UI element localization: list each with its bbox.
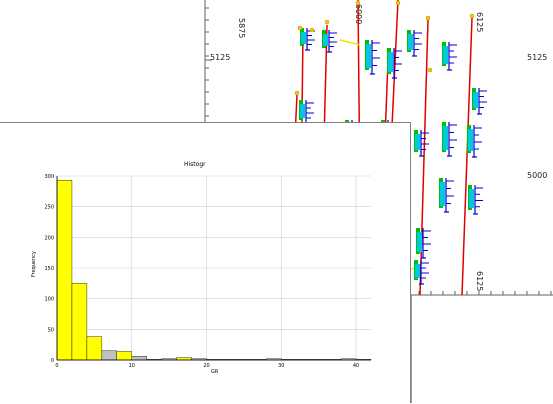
y-tick-label: 100: [44, 297, 54, 303]
y-tick-label: 0: [51, 358, 54, 364]
x-tick-label: 40: [353, 363, 359, 369]
x-tick-label: 30: [278, 363, 284, 369]
histogram-bar: [116, 351, 132, 361]
histogram-bar: [56, 180, 73, 361]
log-track-0: [300, 28, 315, 51]
well-head-marker-1: [324, 19, 330, 25]
histogram-title: Histogr: [184, 161, 206, 168]
log-track-2: [365, 40, 380, 75]
connector-line-2: [339, 39, 361, 46]
well-head-marker-4: [425, 15, 431, 21]
x-label-top-3: 6125: [475, 12, 484, 32]
histogram-bar: [86, 336, 103, 361]
histogram-bars: [56, 180, 372, 361]
histogram-bar: [71, 283, 88, 361]
x-label-top-1: 5875: [237, 18, 246, 38]
histogram-grid: [56, 175, 371, 361]
histogram-bar: [131, 356, 147, 361]
histogram-chart: Histogr Frequency GR 0501001502002503000…: [31, 161, 372, 375]
y-tick-label: 50: [48, 327, 54, 333]
x-tick-label: 0: [55, 363, 58, 369]
log-track-1: [322, 30, 337, 53]
x-label-bottom-3: 6125: [475, 271, 484, 291]
log-track-18: [416, 228, 431, 259]
y-tick-label: 200: [44, 235, 54, 241]
log-track-12: [442, 122, 457, 157]
y-tick-label: 150: [44, 266, 54, 272]
log-track-19: [439, 178, 454, 213]
histogram-ylabel: Frequency: [31, 251, 37, 277]
log-track-5: [442, 42, 457, 71]
well-head-marker-2: [355, 0, 361, 6]
histogram-axes: 0 50 100 150 200 250 300 0 10 20 30 40: [44, 174, 371, 369]
well-head-marker-9: [427, 67, 433, 73]
log-track-6: [472, 88, 487, 115]
log-track-13: [467, 125, 482, 158]
histogram-xlabel: GR: [211, 369, 219, 375]
histogram-window[interactable]: Histogr Frequency GR 0 50 100 150 200 250 300 0…: [0, 122, 411, 403]
well-head-marker-0: [297, 25, 303, 31]
y-label-right-1: 5125: [527, 53, 547, 62]
log-track-20: [468, 185, 483, 215]
well-head-marker-3: [395, 0, 401, 6]
well-trace-5: [461, 17, 473, 296]
y-label-right-2: 5000: [527, 171, 547, 180]
well-head-marker-5: [469, 13, 475, 19]
x-tick-label: 10: [129, 363, 135, 369]
log-track-4: [407, 30, 422, 57]
log-track-24: [414, 260, 429, 285]
y-label-left-1: 5125: [210, 53, 230, 62]
well-head-marker-6: [294, 90, 300, 96]
log-track-3: [387, 48, 402, 79]
histogram-bar: [101, 350, 118, 361]
x-tick-label: 20: [203, 363, 209, 369]
well-head-marker-8: [309, 27, 315, 33]
y-tick-label: 250: [44, 205, 54, 211]
y-tick-label: 300: [44, 174, 54, 180]
log-track-11: [414, 130, 429, 157]
